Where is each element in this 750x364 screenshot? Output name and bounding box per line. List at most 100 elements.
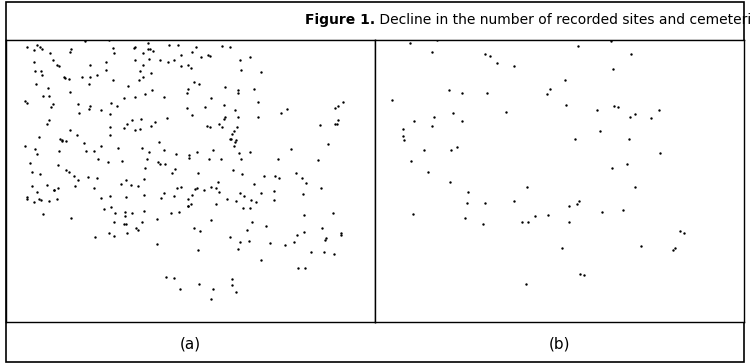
Point bbox=[84, 62, 96, 68]
Point bbox=[154, 195, 166, 201]
Point bbox=[154, 162, 166, 167]
Point bbox=[623, 136, 635, 142]
Point bbox=[108, 50, 120, 56]
Point bbox=[244, 205, 256, 211]
Point bbox=[143, 149, 155, 155]
Point bbox=[337, 99, 349, 105]
Point bbox=[60, 167, 72, 173]
Point bbox=[118, 221, 130, 227]
Point bbox=[200, 104, 211, 110]
Point bbox=[92, 175, 104, 181]
Point bbox=[300, 181, 312, 186]
Point bbox=[235, 156, 247, 162]
Point bbox=[212, 179, 224, 185]
Point bbox=[322, 141, 334, 147]
Point bbox=[312, 157, 324, 162]
Point bbox=[328, 121, 340, 127]
Point bbox=[98, 206, 109, 212]
Point bbox=[398, 126, 410, 132]
Point bbox=[166, 170, 178, 176]
Point bbox=[115, 181, 127, 187]
Point bbox=[530, 213, 542, 219]
Point bbox=[182, 86, 194, 92]
Point bbox=[19, 98, 31, 104]
Point bbox=[606, 165, 618, 171]
Point bbox=[629, 185, 641, 190]
Point bbox=[122, 230, 134, 236]
Point bbox=[19, 143, 31, 149]
Point bbox=[296, 175, 308, 181]
Point bbox=[317, 249, 329, 254]
Point bbox=[444, 179, 456, 185]
Point bbox=[279, 242, 291, 248]
Point bbox=[607, 66, 619, 72]
Point bbox=[52, 185, 64, 191]
Point bbox=[153, 139, 165, 145]
Point bbox=[226, 131, 238, 137]
Point bbox=[88, 148, 100, 154]
Point bbox=[292, 265, 304, 271]
Point bbox=[628, 111, 640, 117]
Point bbox=[140, 157, 152, 162]
Point bbox=[188, 79, 200, 85]
Point bbox=[34, 44, 46, 50]
Point bbox=[47, 101, 59, 107]
Point bbox=[106, 100, 118, 106]
Point bbox=[63, 169, 75, 175]
Point bbox=[138, 192, 150, 198]
Point bbox=[482, 90, 494, 96]
Point bbox=[624, 114, 636, 120]
Point bbox=[332, 103, 344, 109]
Point bbox=[542, 213, 554, 218]
Point bbox=[215, 124, 227, 130]
Point bbox=[143, 47, 155, 52]
Point bbox=[560, 102, 572, 108]
Point bbox=[182, 203, 194, 209]
Point bbox=[36, 46, 48, 51]
Point bbox=[229, 139, 241, 145]
Point bbox=[264, 241, 276, 246]
Point bbox=[257, 173, 269, 179]
Point bbox=[82, 106, 94, 112]
Point bbox=[33, 196, 45, 202]
Point bbox=[594, 128, 606, 134]
Point bbox=[111, 103, 123, 109]
Point bbox=[138, 208, 150, 214]
Point bbox=[462, 190, 474, 195]
Point bbox=[158, 94, 170, 100]
Point bbox=[578, 272, 590, 278]
Point bbox=[191, 149, 203, 155]
Point bbox=[160, 274, 172, 280]
Point bbox=[136, 145, 148, 151]
Point bbox=[272, 156, 284, 162]
Point bbox=[678, 230, 690, 236]
Point bbox=[181, 105, 193, 111]
Point bbox=[95, 107, 107, 113]
Point bbox=[216, 43, 228, 49]
Point bbox=[64, 127, 76, 132]
Point bbox=[175, 63, 187, 68]
Point bbox=[82, 174, 94, 180]
Point bbox=[193, 281, 205, 287]
Point bbox=[192, 246, 204, 252]
Point bbox=[186, 112, 198, 118]
Point bbox=[316, 225, 328, 230]
Point bbox=[328, 251, 340, 257]
Point bbox=[158, 147, 170, 153]
Point bbox=[133, 77, 145, 83]
Point bbox=[522, 219, 534, 225]
Point bbox=[252, 99, 264, 104]
Point bbox=[255, 70, 267, 75]
Point bbox=[509, 63, 520, 69]
Point bbox=[175, 52, 187, 58]
Point bbox=[205, 296, 217, 302]
Point bbox=[625, 52, 637, 58]
Point bbox=[572, 43, 584, 49]
Point bbox=[521, 185, 533, 190]
Point bbox=[509, 198, 520, 203]
Point bbox=[31, 151, 43, 157]
Point bbox=[104, 111, 116, 117]
Point bbox=[541, 91, 553, 96]
Point bbox=[398, 133, 410, 139]
Text: (b): (b) bbox=[549, 337, 570, 352]
